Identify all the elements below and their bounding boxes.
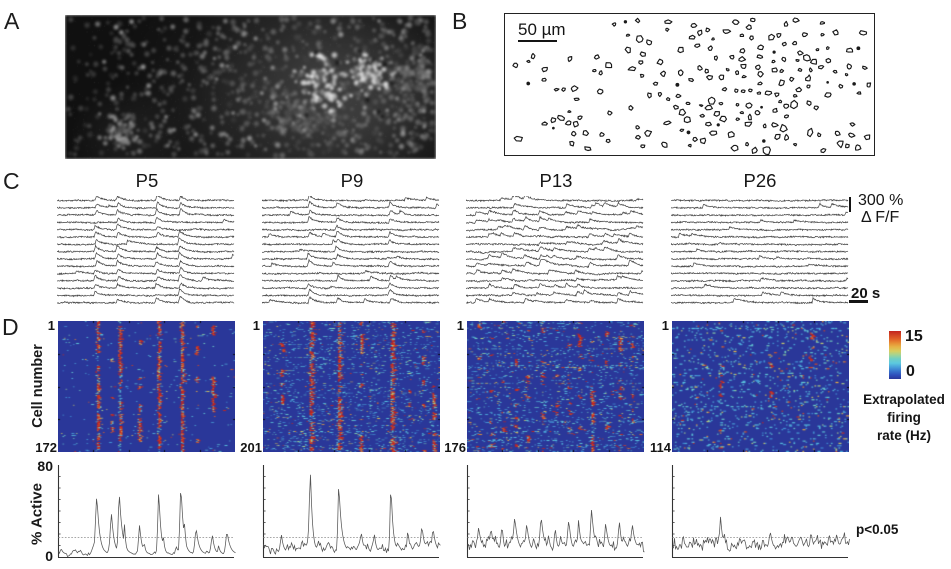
- colorbar-max: 15: [905, 328, 923, 345]
- scalebar-line: [518, 40, 557, 42]
- raster-heatmap-p13: [467, 321, 644, 452]
- amplitude-scalebar: [849, 197, 852, 212]
- map4-first-cell: 1: [661, 318, 669, 333]
- percent-active-plot-p26: [671, 465, 850, 559]
- panel-d-label: D: [2, 314, 19, 340]
- amplitude-scale-unit: Δ F/F: [861, 209, 900, 226]
- percent-active-ylabel: % Active: [28, 483, 46, 545]
- cell-contour-map: 50 µm: [504, 13, 875, 156]
- time-scale-label: 20 s: [851, 285, 881, 302]
- significance-label: p<0.05: [856, 522, 899, 537]
- colorbar-caption-line3: rate (Hz): [876, 427, 931, 443]
- cell-number-ylabel: Cell number: [29, 344, 46, 428]
- traces-p13: [466, 196, 644, 304]
- amplitude-scale-value: 300 %: [858, 192, 904, 209]
- colorbar-min: 0: [906, 363, 915, 380]
- map3-last-cell: 176: [444, 440, 466, 455]
- percent-active-ymax: 80: [37, 458, 53, 474]
- percent-active-ymin: 0: [45, 548, 53, 564]
- map3-first-cell: 1: [456, 318, 464, 333]
- age-header-p5: P5: [135, 170, 159, 191]
- fluorescence-image: [65, 15, 436, 159]
- percent-active-plot-p5: [57, 465, 236, 559]
- raster-heatmap-p26: [672, 321, 849, 452]
- map1-last-cell: 172: [35, 440, 57, 455]
- colorbar-caption-line1: Extrapolated: [863, 392, 945, 407]
- colorbar: [889, 331, 901, 379]
- map4-last-cell: 114: [650, 440, 671, 455]
- age-header-p9: P9: [340, 170, 364, 191]
- time-scalebar: [849, 300, 868, 303]
- percent-active-plot-p9: [262, 465, 441, 559]
- panel-a-label: A: [4, 8, 20, 34]
- percent-active-plot-p13: [466, 465, 645, 559]
- map2-first-cell: 1: [252, 318, 260, 333]
- colorbar-caption: Extrapolated firing rate (Hz): [844, 391, 951, 444]
- map1-first-cell: 1: [47, 318, 55, 333]
- raster-heatmap-p9: [263, 321, 440, 452]
- age-header-p26: P26: [743, 170, 777, 191]
- traces-p5: [57, 196, 235, 305]
- scalebar-label: 50 µm: [518, 20, 566, 39]
- traces-p9: [262, 196, 440, 305]
- traces-p26: [671, 198, 849, 305]
- panel-b-label: B: [452, 8, 468, 34]
- map2-last-cell: 201: [240, 440, 262, 455]
- raster-heatmap-p5: [58, 321, 235, 452]
- cell-contours: [512, 17, 872, 155]
- colorbar-caption-line2: firing: [887, 409, 921, 425]
- age-header-p13: P13: [539, 170, 573, 191]
- panel-c-label: C: [3, 168, 20, 194]
